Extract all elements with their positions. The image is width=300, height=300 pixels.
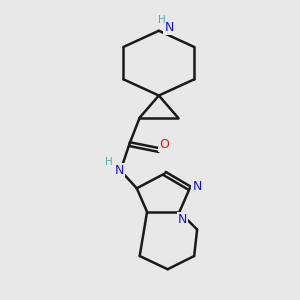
Text: O: O	[159, 138, 169, 151]
Text: H: H	[106, 158, 113, 167]
Text: N: N	[192, 180, 202, 193]
Text: N: N	[178, 213, 187, 226]
Text: N: N	[114, 164, 124, 177]
Text: N: N	[164, 21, 174, 34]
Text: H: H	[158, 15, 166, 26]
